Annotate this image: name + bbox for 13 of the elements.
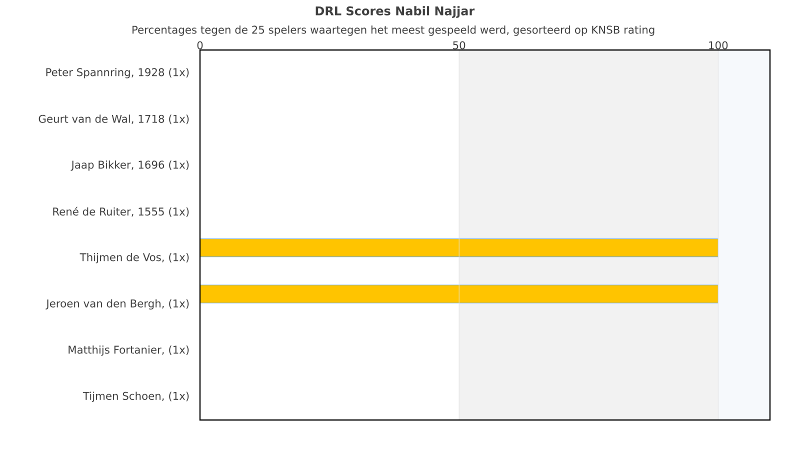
x-tick-label: 0 [197, 41, 203, 50]
x-tick-label: 50 [453, 41, 466, 50]
y-tick-label: Peter Spannring, 1928 (1x) [46, 68, 189, 78]
y-tick-label: Tijmen Schoen, (1x) [82, 392, 189, 402]
y-tick-label: Jeroen van den Bergh, (1x) [46, 299, 189, 310]
y-tick-label: Jaap Bikker, 1696 (1x) [70, 160, 189, 171]
chart-title: DRL Scores Nabil Najjar [316, 6, 475, 18]
y-tick-label: Geurt van de Wal, 1718 (1x) [38, 114, 189, 124]
chart-subtitle: Percentages tegen de 25 spelers waartegen het meest gespeeld werd, gesorteerd op KNSB rating [132, 26, 654, 36]
y-tick-label: Matthijs Fortanier, (1x) [68, 345, 189, 356]
x-tick-label: 100 [709, 41, 728, 50]
y-tick-label: René de Ruiter, 1555 (1x) [53, 206, 189, 217]
y-tick-label: Thijmen de Vos, (1x) [80, 252, 189, 264]
